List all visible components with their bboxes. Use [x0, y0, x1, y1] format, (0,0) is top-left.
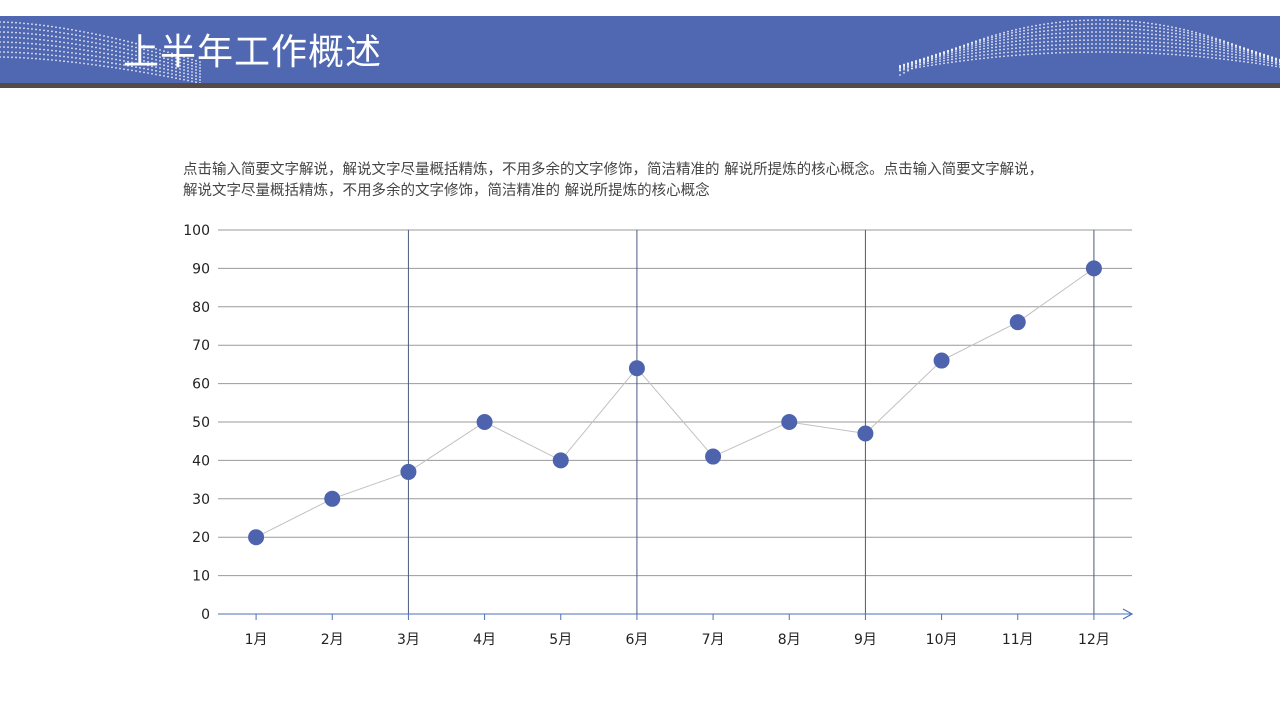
header-band [0, 16, 1280, 83]
y-tick-label: 70 [192, 338, 210, 354]
series-layer [248, 260, 1102, 546]
data-point-9月 [857, 425, 874, 442]
y-tick-label: 0 [201, 607, 210, 623]
y-tick-label: 100 [183, 223, 210, 239]
description-text: 点击输入简要文字解说，解说文字尽量概括精炼，不用多余的文字修饰，简洁精准的 解说… [183, 160, 1163, 202]
grid-layer [218, 229, 1132, 577]
y-tick-label: 40 [192, 453, 210, 469]
data-point-5月 [552, 452, 569, 469]
x-tick-label: 3月 [397, 632, 420, 648]
x-tick-label: 1月 [245, 632, 268, 648]
data-point-12月 [1085, 260, 1102, 277]
y-tick-label: 20 [192, 530, 210, 546]
dot-wave-decoration-left-icon [0, 21, 201, 83]
x-tick-label: 4月 [473, 632, 496, 648]
y-tick-label: 90 [192, 261, 210, 277]
y-tick-label: 60 [192, 377, 210, 393]
x-tick-label: 10月 [926, 632, 958, 648]
x-tick-label: 6月 [625, 632, 648, 648]
x-tick-label: 9月 [854, 632, 877, 648]
x-tick-label: 5月 [549, 632, 572, 648]
data-point-10月 [933, 352, 950, 369]
data-point-8月 [781, 414, 798, 430]
y-tick-labels: 0 10 20 30 40 50 60 70 80 90 100 [183, 223, 210, 623]
y-tick-label: 80 [192, 300, 210, 316]
x-tick-label: 12月 [1078, 632, 1110, 648]
data-point-6月 [628, 360, 645, 377]
x-tick-labels: 1月 2月 3月 4月 5月 6月 7月 8月 9月 10月 11月 12月 [245, 632, 1110, 648]
description-line-1: 点击输入简要文字解说，解说文字尽量概括精炼，不用多余的文字修饰，简洁精准的 解说… [183, 162, 1044, 178]
series-line [255, 267, 1095, 538]
description-line-2: 解说文字尽量概括精炼，不用多余的文字修饰，简洁精准的 解说所提炼的核心概念 [183, 183, 710, 199]
dot-wave-decoration-right-icon [899, 19, 1280, 76]
data-point-7月 [705, 448, 722, 465]
x-axis-arrow-icon [1122, 608, 1134, 620]
data-point-1月 [248, 529, 265, 546]
y-tick-label: 30 [192, 492, 210, 508]
y-tick-label: 10 [192, 569, 210, 585]
x-tick-label: 11月 [1002, 632, 1034, 648]
axis-layer [218, 608, 1134, 620]
data-point-11月 [1009, 314, 1026, 331]
x-tick-label: 8月 [778, 632, 801, 648]
data-point-3月 [400, 463, 417, 480]
y-tick-label: 50 [192, 415, 210, 431]
x-tick-label: 7月 [702, 632, 725, 648]
data-point-4月 [476, 414, 493, 430]
page-title: 上半年工作概述 [123, 32, 383, 73]
vertical-guides [407, 230, 1095, 614]
x-tick-label: 2月 [321, 632, 344, 648]
header-rule [0, 83, 1280, 88]
data-point-2月 [324, 490, 341, 507]
